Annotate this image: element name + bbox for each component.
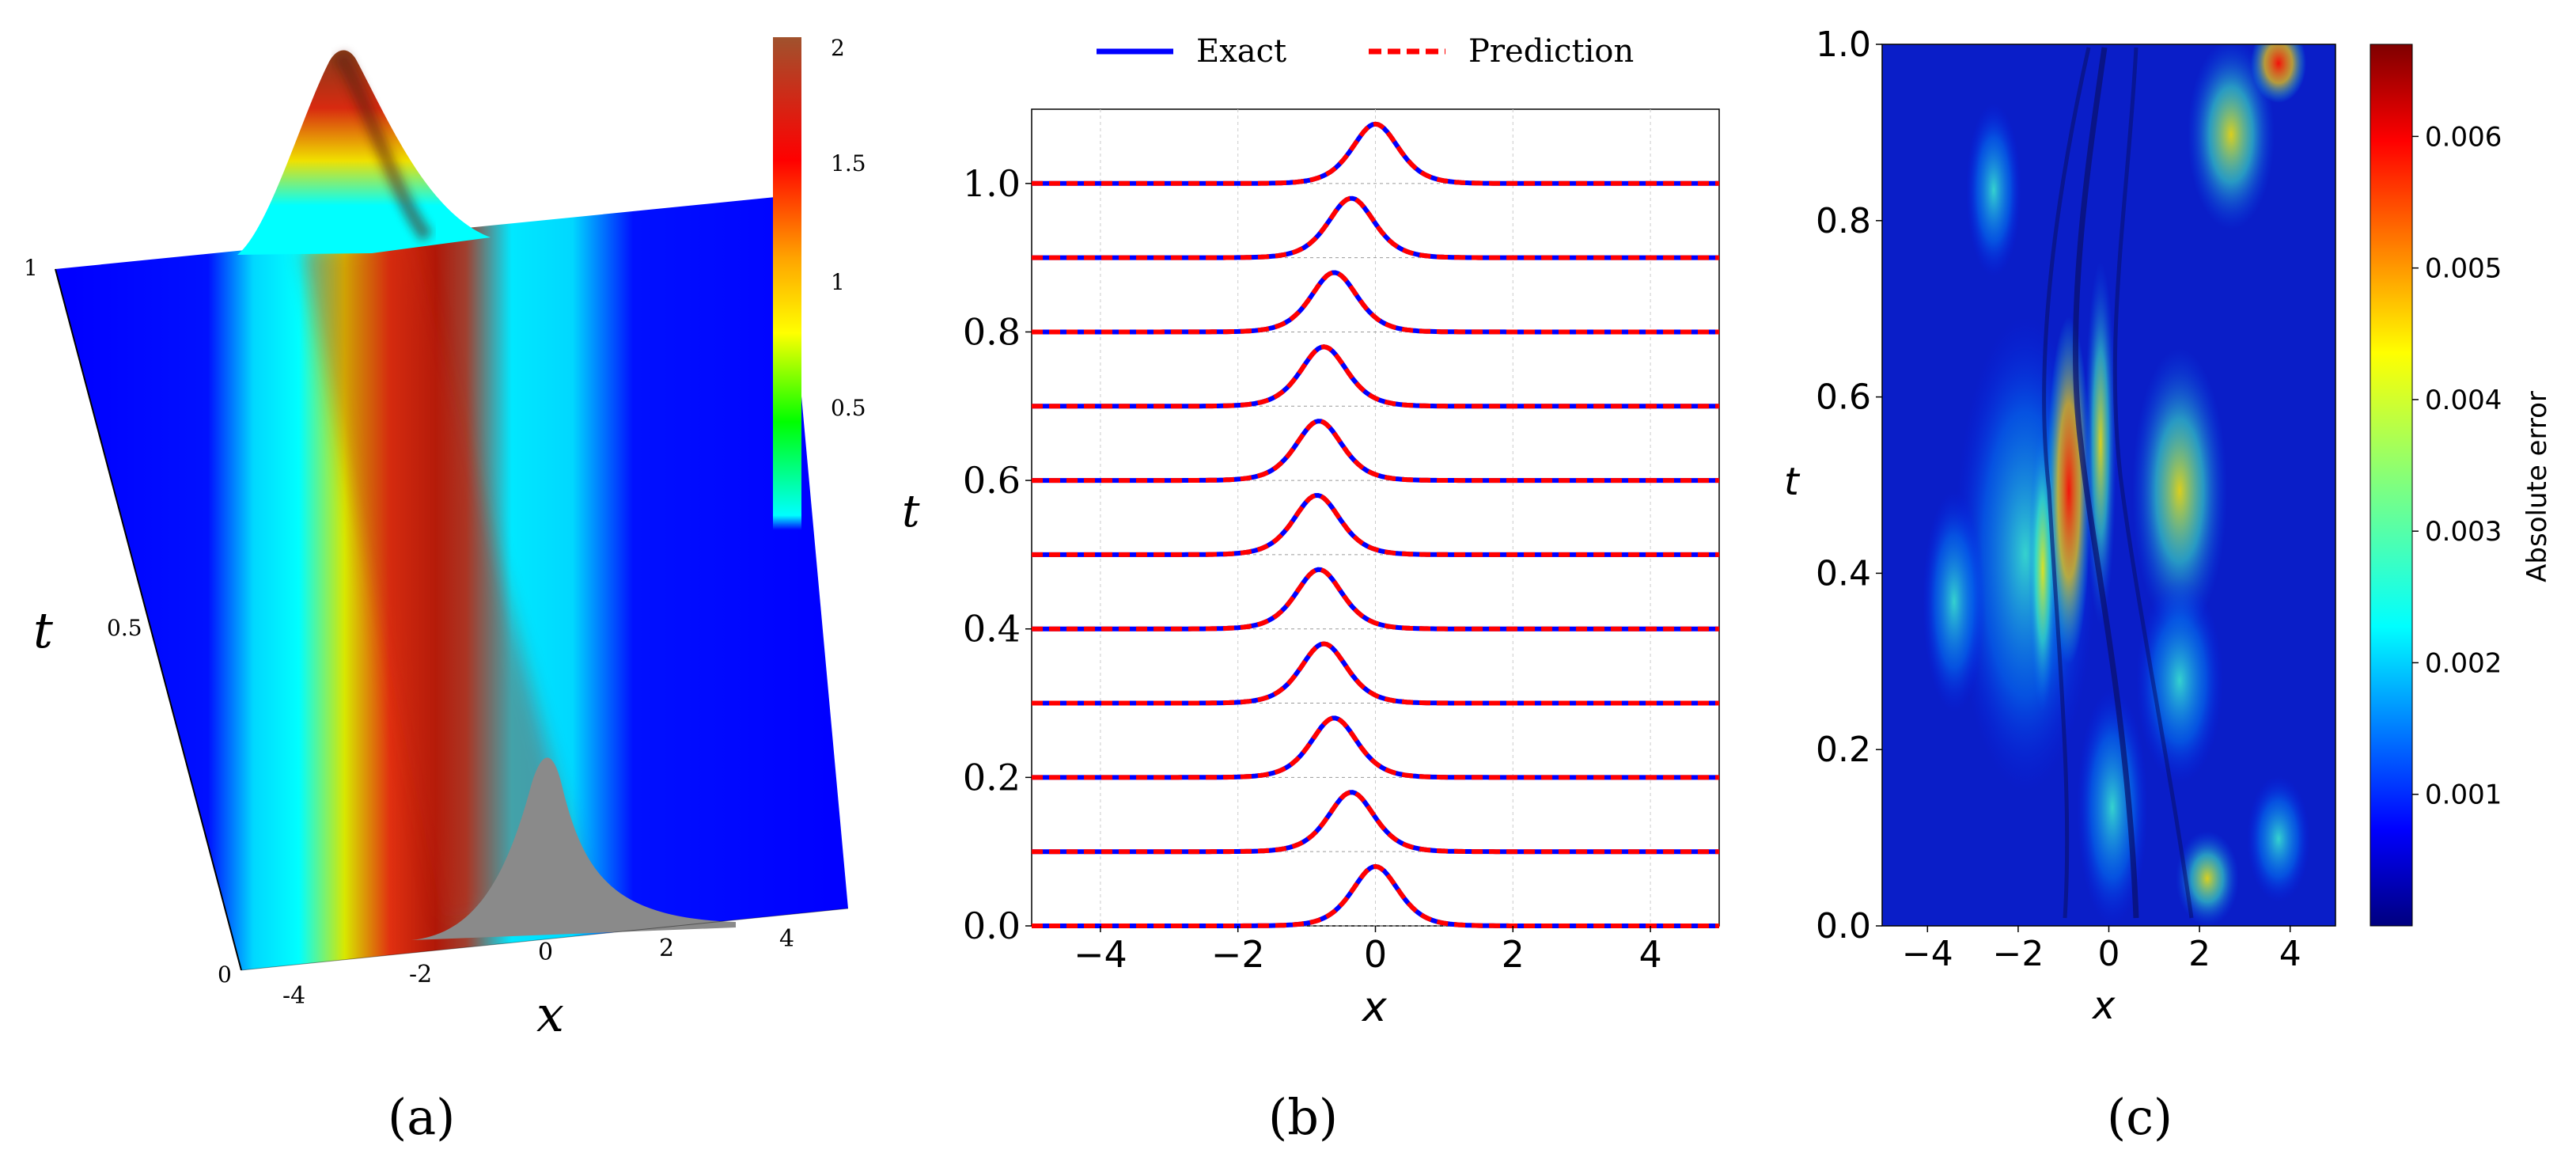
prediction-curve [1032, 790, 1719, 855]
panel-label-a: (a) [388, 1088, 455, 1146]
heatmap-x-ticks: −4 −2 0 2 4 [1902, 926, 2301, 974]
prediction-curve [1032, 419, 1719, 484]
x-tick-label: 2 [2188, 934, 2210, 974]
panel-a-surface: 0 0.5 1 t -4 -2 0 2 4 x 2 1.5 1 0.5 (a) [24, 35, 866, 1146]
panel-label-c: (c) [2107, 1088, 2173, 1146]
legend-label-prediction: Prediction [1468, 33, 1634, 70]
colorbar-tick-label: 0.005 [2425, 253, 2502, 285]
prediction-curve [1032, 121, 1719, 186]
colorbar-tick-label: 0.003 [2425, 516, 2502, 548]
prediction-curve [1032, 567, 1719, 632]
t-tick-label: 0.5 [107, 615, 142, 641]
y-tick-label: 0.0 [1816, 906, 1871, 946]
y-tick-label: 0.6 [1816, 377, 1871, 418]
x-tick-label: -4 [282, 982, 305, 1010]
error-colorbar-ticks: 0.001 0.002 0.003 0.004 0.005 0.006 [2412, 121, 2502, 811]
error-region [2132, 348, 2227, 633]
legend-label-exact: Exact [1196, 33, 1286, 70]
y-tick-label: 0.4 [963, 608, 1021, 650]
error-region [1923, 491, 1986, 712]
x-axis-label: x [536, 985, 564, 1043]
x-tick-label: −4 [1074, 933, 1127, 976]
colorbar-tick-label: 0.006 [2425, 121, 2502, 153]
error-region [2188, 44, 2275, 229]
error-region [2247, 776, 2310, 902]
surface-ridge-shading [301, 236, 585, 918]
y-tick-label: 0.8 [963, 310, 1021, 353]
colorbar-tick-label: 0.004 [2425, 385, 2502, 416]
prediction-curve [1032, 195, 1719, 260]
lines-x-ticks: −4 −2 0 2 4 [1074, 926, 1662, 976]
x-tick-label: -2 [409, 961, 432, 988]
lines-legend: Exact Prediction [1097, 33, 1634, 70]
lines-x-axis-label: x [1361, 984, 1388, 1031]
t-tick-label: 0 [218, 961, 232, 988]
panel-c-heatmap: 0.00.20.40.60.81.0 −4 −2 0 2 4 t x 0.0010.00… [1784, 25, 2553, 1146]
heatmap-x-axis-label: x [2091, 984, 2116, 1028]
colorbar-tick-label: 0.002 [2425, 647, 2502, 679]
heatmap-image [1882, 44, 2335, 926]
error-region [2136, 578, 2223, 783]
y-tick-label: 0.6 [963, 459, 1021, 502]
lines-y-ticks: 0.0 0.2 0.4 0.6 0.8 1.0 [963, 162, 1032, 947]
surface-initial-slice [411, 757, 736, 940]
colorbar-label: Absolute error [2521, 391, 2553, 582]
x-tick-label: −2 [1992, 934, 2044, 974]
x-tick-label: 4 [779, 925, 794, 953]
x-tick-label: 0 [2098, 934, 2120, 974]
error-dark-curve [2072, 47, 2139, 919]
y-tick-label: 0.2 [963, 756, 1021, 798]
surface-colorbar-tick: 1 [831, 269, 845, 295]
x-tick-label: 2 [1502, 933, 1525, 976]
heatmap-y-axis-label: t [1784, 460, 1801, 504]
prediction-curve [1032, 492, 1719, 557]
x-tick-label: 2 [659, 935, 674, 962]
error-streak-max [2047, 317, 2091, 665]
surface-colorbar-tick: 1.5 [831, 150, 866, 176]
error-region [2077, 688, 2148, 926]
surface-colorbar-tick: 0.5 [831, 395, 866, 421]
error-colorbar [2370, 44, 2413, 927]
prediction-series [1032, 121, 1719, 928]
y-tick-label: 0.2 [1816, 730, 1871, 770]
prediction-curve [1032, 270, 1719, 335]
x-tick-label: 4 [2279, 934, 2301, 974]
y-tick-label: 1.0 [963, 162, 1021, 205]
prediction-curve [1032, 715, 1719, 780]
t-axis-label: t [33, 601, 53, 659]
y-tick-label: 0.8 [1816, 201, 1871, 241]
error-region [2176, 831, 2239, 926]
x-tick-label: 0 [538, 939, 553, 966]
prediction-curve [1032, 863, 1719, 928]
t-tick-label: 1 [24, 255, 38, 281]
y-tick-label: 0.0 [963, 905, 1021, 947]
x-tick-label: 0 [1364, 933, 1387, 976]
x-tick-label: 4 [1638, 933, 1661, 976]
y-tick-label: 1.0 [1816, 25, 1871, 65]
panel-label-b: (b) [1268, 1088, 1338, 1146]
surface-colorbar-tick: 2 [831, 35, 845, 61]
surface-colorbar [773, 37, 801, 530]
heatmap-y-ticks: 0.0 0.2 0.4 0.6 0.8 1.0 [1816, 25, 1882, 946]
t-axis-line [55, 268, 242, 971]
error-dark-curve [2112, 47, 2194, 919]
y-tick-label: 0.4 [1816, 553, 1871, 594]
prediction-curve [1032, 344, 1719, 409]
x-tick-label: −4 [1902, 934, 1953, 974]
prediction-curve [1032, 641, 1719, 706]
panel-b-lines: 0.0 0.2 0.4 0.6 0.8 1.0 −4 −2 0 2 4 t x Exact Pre… [902, 33, 1720, 1146]
lines-vertical-grid [1100, 109, 1651, 926]
error-dark-curve [2042, 47, 2091, 919]
lines-y-axis-label: t [902, 486, 920, 537]
surface-peak [237, 50, 491, 256]
x-tick-label: −2 [1211, 933, 1265, 976]
colorbar-tick-label: 0.001 [2425, 779, 2502, 811]
error-region [2251, 44, 2306, 103]
error-region [1966, 103, 2021, 277]
surface-peak-ridge [334, 51, 434, 242]
x-axis-line [241, 908, 849, 971]
